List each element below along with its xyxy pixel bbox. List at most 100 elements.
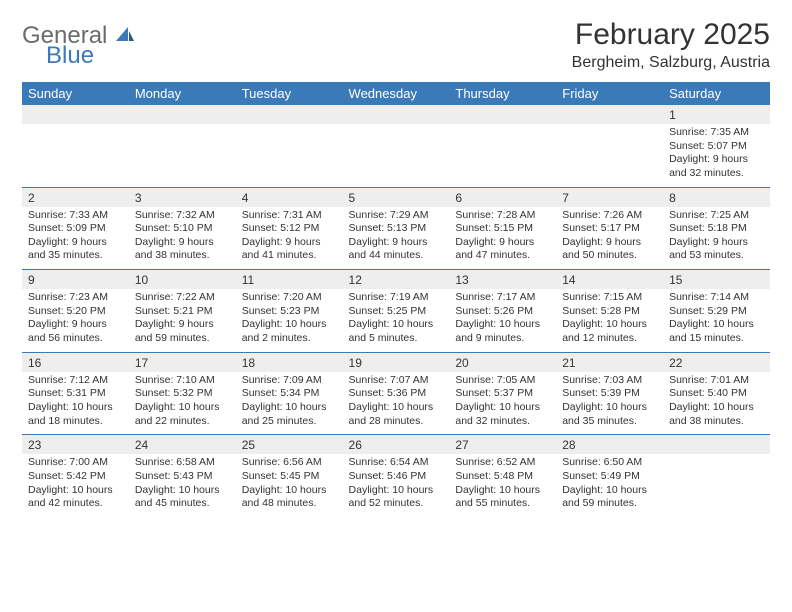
daylight-text: Daylight: 10 hours and 18 minutes. — [28, 401, 123, 428]
day-detail: Sunrise: 7:17 AMSunset: 5:26 PMDaylight:… — [449, 289, 556, 352]
daylight-text: Daylight: 10 hours and 25 minutes. — [242, 401, 337, 428]
daylight-text: Daylight: 9 hours and 38 minutes. — [135, 236, 230, 263]
sunrise-text: Sunrise: 7:29 AM — [349, 209, 444, 223]
calendar-cell: 18Sunrise: 7:09 AMSunset: 5:34 PMDayligh… — [236, 352, 343, 435]
sunset-text: Sunset: 5:42 PM — [28, 470, 123, 484]
daylight-text: Daylight: 10 hours and 59 minutes. — [562, 484, 657, 511]
day-detail: Sunrise: 7:00 AMSunset: 5:42 PMDaylight:… — [22, 454, 129, 517]
sunset-text: Sunset: 5:43 PM — [135, 470, 230, 484]
day-detail: Sunrise: 7:31 AMSunset: 5:12 PMDaylight:… — [236, 207, 343, 270]
sunset-text: Sunset: 5:39 PM — [562, 387, 657, 401]
calendar-cell: 19Sunrise: 7:07 AMSunset: 5:36 PMDayligh… — [343, 352, 450, 435]
day-detail: Sunrise: 7:19 AMSunset: 5:25 PMDaylight:… — [343, 289, 450, 352]
day-detail: Sunrise: 7:01 AMSunset: 5:40 PMDaylight:… — [663, 372, 770, 435]
calendar-cell: 10Sunrise: 7:22 AMSunset: 5:21 PMDayligh… — [129, 270, 236, 353]
calendar-cell: 24Sunrise: 6:58 AMSunset: 5:43 PMDayligh… — [129, 435, 236, 517]
calendar-cell: 17Sunrise: 7:10 AMSunset: 5:32 PMDayligh… — [129, 352, 236, 435]
day-detail: Sunrise: 7:32 AMSunset: 5:10 PMDaylight:… — [129, 207, 236, 270]
header-friday: Friday — [556, 82, 663, 105]
sunrise-text: Sunrise: 7:09 AM — [242, 374, 337, 388]
day-detail: Sunrise: 7:35 AMSunset: 5:07 PMDaylight:… — [663, 124, 770, 187]
sunrise-text: Sunrise: 7:31 AM — [242, 209, 337, 223]
daylight-text: Daylight: 10 hours and 28 minutes. — [349, 401, 444, 428]
sunset-text: Sunset: 5:12 PM — [242, 222, 337, 236]
sunrise-text: Sunrise: 7:22 AM — [135, 291, 230, 305]
sunset-text: Sunset: 5:13 PM — [349, 222, 444, 236]
sunset-text: Sunset: 5:45 PM — [242, 470, 337, 484]
calendar-cell: 22Sunrise: 7:01 AMSunset: 5:40 PMDayligh… — [663, 352, 770, 435]
sunrise-text: Sunrise: 7:14 AM — [669, 291, 764, 305]
day-number: 11 — [236, 270, 343, 289]
sunset-text: Sunset: 5:25 PM — [349, 305, 444, 319]
day-number — [663, 435, 770, 454]
sunset-text: Sunset: 5:49 PM — [562, 470, 657, 484]
calendar-cell: 1Sunrise: 7:35 AMSunset: 5:07 PMDaylight… — [663, 105, 770, 187]
day-detail — [556, 124, 663, 180]
day-number: 28 — [556, 435, 663, 454]
calendar-cell: 23Sunrise: 7:00 AMSunset: 5:42 PMDayligh… — [22, 435, 129, 517]
sunset-text: Sunset: 5:40 PM — [669, 387, 764, 401]
calendar-cell: 28Sunrise: 6:50 AMSunset: 5:49 PMDayligh… — [556, 435, 663, 517]
sunrise-text: Sunrise: 7:19 AM — [349, 291, 444, 305]
day-number — [343, 105, 450, 124]
sunset-text: Sunset: 5:26 PM — [455, 305, 550, 319]
month-title: February 2025 — [572, 18, 770, 52]
calendar-header-row: Sunday Monday Tuesday Wednesday Thursday… — [22, 82, 770, 105]
daylight-text: Daylight: 9 hours and 44 minutes. — [349, 236, 444, 263]
calendar-cell — [449, 105, 556, 187]
sunset-text: Sunset: 5:17 PM — [562, 222, 657, 236]
day-number: 22 — [663, 353, 770, 372]
day-number — [22, 105, 129, 124]
calendar-cell: 12Sunrise: 7:19 AMSunset: 5:25 PMDayligh… — [343, 270, 450, 353]
day-number: 15 — [663, 270, 770, 289]
sunrise-text: Sunrise: 7:10 AM — [135, 374, 230, 388]
day-number: 2 — [22, 188, 129, 207]
sunset-text: Sunset: 5:29 PM — [669, 305, 764, 319]
day-number — [129, 105, 236, 124]
day-number: 3 — [129, 188, 236, 207]
daylight-text: Daylight: 10 hours and 22 minutes. — [135, 401, 230, 428]
header-saturday: Saturday — [663, 82, 770, 105]
sunset-text: Sunset: 5:34 PM — [242, 387, 337, 401]
daylight-text: Daylight: 10 hours and 5 minutes. — [349, 318, 444, 345]
calendar-cell: 27Sunrise: 6:52 AMSunset: 5:48 PMDayligh… — [449, 435, 556, 517]
day-detail — [22, 124, 129, 180]
sunset-text: Sunset: 5:32 PM — [135, 387, 230, 401]
sunset-text: Sunset: 5:15 PM — [455, 222, 550, 236]
day-detail — [236, 124, 343, 180]
sunrise-text: Sunrise: 7:17 AM — [455, 291, 550, 305]
daylight-text: Daylight: 9 hours and 56 minutes. — [28, 318, 123, 345]
day-detail: Sunrise: 6:56 AMSunset: 5:45 PMDaylight:… — [236, 454, 343, 517]
calendar-cell — [236, 105, 343, 187]
day-detail — [343, 124, 450, 180]
sunset-text: Sunset: 5:37 PM — [455, 387, 550, 401]
calendar-cell — [343, 105, 450, 187]
daylight-text: Daylight: 10 hours and 32 minutes. — [455, 401, 550, 428]
daylight-text: Daylight: 9 hours and 32 minutes. — [669, 153, 764, 180]
sunset-text: Sunset: 5:10 PM — [135, 222, 230, 236]
day-number: 5 — [343, 188, 450, 207]
day-number — [449, 105, 556, 124]
daylight-text: Daylight: 10 hours and 15 minutes. — [669, 318, 764, 345]
day-detail: Sunrise: 7:22 AMSunset: 5:21 PMDaylight:… — [129, 289, 236, 352]
day-number: 10 — [129, 270, 236, 289]
calendar-cell — [663, 435, 770, 517]
calendar-cell — [22, 105, 129, 187]
daylight-text: Daylight: 10 hours and 38 minutes. — [669, 401, 764, 428]
calendar-cell: 6Sunrise: 7:28 AMSunset: 5:15 PMDaylight… — [449, 187, 556, 270]
calendar-cell: 26Sunrise: 6:54 AMSunset: 5:46 PMDayligh… — [343, 435, 450, 517]
day-number: 1 — [663, 105, 770, 124]
sunrise-text: Sunrise: 6:56 AM — [242, 456, 337, 470]
week-row: 9Sunrise: 7:23 AMSunset: 5:20 PMDaylight… — [22, 270, 770, 353]
week-row: 16Sunrise: 7:12 AMSunset: 5:31 PMDayligh… — [22, 352, 770, 435]
calendar-cell: 11Sunrise: 7:20 AMSunset: 5:23 PMDayligh… — [236, 270, 343, 353]
day-detail — [129, 124, 236, 180]
sunrise-text: Sunrise: 6:58 AM — [135, 456, 230, 470]
calendar-cell — [556, 105, 663, 187]
day-detail: Sunrise: 7:29 AMSunset: 5:13 PMDaylight:… — [343, 207, 450, 270]
sunrise-text: Sunrise: 7:07 AM — [349, 374, 444, 388]
calendar-cell: 13Sunrise: 7:17 AMSunset: 5:26 PMDayligh… — [449, 270, 556, 353]
day-detail: Sunrise: 7:15 AMSunset: 5:28 PMDaylight:… — [556, 289, 663, 352]
sunrise-text: Sunrise: 7:25 AM — [669, 209, 764, 223]
daylight-text: Daylight: 9 hours and 35 minutes. — [28, 236, 123, 263]
